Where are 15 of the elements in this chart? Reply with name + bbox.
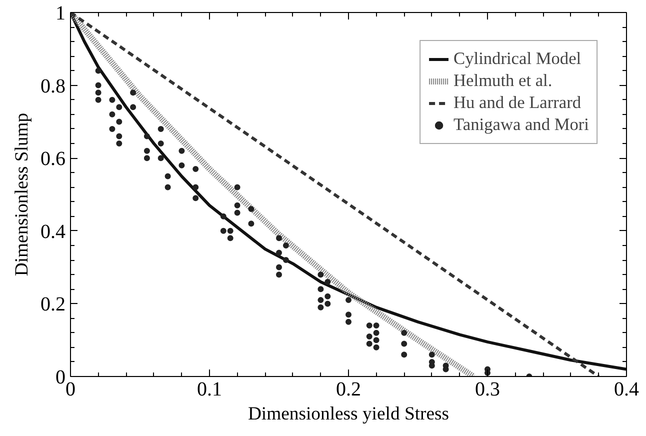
legend-label: Tanigawa and Mori <box>454 115 589 135</box>
legend-label: Helmuth et al. <box>454 71 552 91</box>
x-tick-label: 0.4 <box>614 378 639 400</box>
x-tick-label: 0.1 <box>197 378 222 400</box>
x-tick-label: 0.2 <box>336 378 361 400</box>
legend-label: Hu and de Larrard <box>454 93 582 113</box>
y-tick-label: 0.2 <box>40 294 66 316</box>
y-tick-label: 0.6 <box>40 148 66 170</box>
x-tick-label: 0.3 <box>475 378 500 400</box>
y-axis-title: Dimensionless Slump <box>12 112 32 276</box>
y-tick-label: 0.8 <box>40 75 66 98</box>
x-axis-title: Dimensionless yield Stress <box>248 404 450 424</box>
legend-label: Cylindrical Model <box>454 49 582 69</box>
y-tick-label: 0.4 <box>40 220 66 243</box>
y-tick-label: 1 <box>56 2 66 24</box>
